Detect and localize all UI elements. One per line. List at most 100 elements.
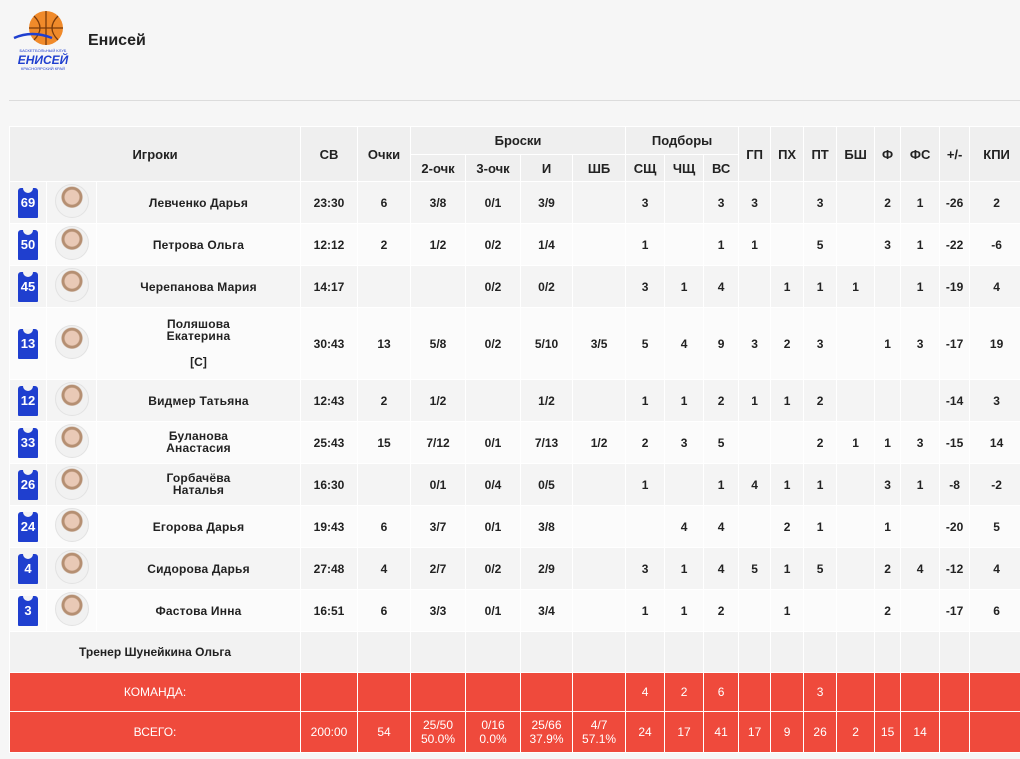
total-reb-off: 17 bbox=[664, 711, 705, 753]
photo-cell bbox=[46, 547, 97, 590]
svg-text:ЕНИСЕЙ: ЕНИСЕЙ bbox=[18, 51, 69, 67]
player-row[interactable]: 4 Сидорова Дарья 27:48 4 2/7 0/2 2/9 3 1 4 5 1 5 2 4 -1… bbox=[9, 547, 1020, 590]
stat-bsh bbox=[836, 379, 876, 422]
player-photo[interactable] bbox=[54, 184, 89, 218]
stat-gp bbox=[738, 589, 772, 632]
player-photo[interactable] bbox=[54, 466, 89, 500]
player-row[interactable]: 33 Буланова Анастасия 25:43 15 7/12 0/1 7/13 1/… bbox=[9, 421, 1020, 464]
jersey-cell: 26 bbox=[9, 463, 47, 506]
player-photo[interactable] bbox=[54, 424, 89, 458]
player-photo[interactable] bbox=[54, 550, 89, 584]
stat-reb-def: 2 bbox=[625, 421, 666, 464]
player-name-cell[interactable]: Видмер Татьяна bbox=[95, 379, 302, 422]
total-fg: 25/66 37.9% bbox=[520, 711, 574, 753]
stat-reb-off: 1 bbox=[664, 589, 705, 632]
col-sv[interactable]: СВ bbox=[300, 126, 359, 182]
col-players[interactable]: Игроки bbox=[8, 126, 302, 182]
team-row-label: КОМАНДА: bbox=[8, 672, 302, 712]
player-row[interactable]: 3 Фастова Инна 16:51 6 3/3 0/1 3/4 1 1 2 1 2 -17 6 bbox=[9, 589, 1020, 632]
player-photo[interactable] bbox=[54, 592, 89, 626]
player-photo[interactable] bbox=[54, 508, 89, 542]
col-gp[interactable]: ГП bbox=[738, 126, 772, 182]
player-name[interactable]: Левченко Дарья bbox=[148, 195, 249, 210]
player-name[interactable]: Петрова Ольга bbox=[152, 237, 245, 252]
col-pt[interactable]: ПТ bbox=[803, 126, 838, 182]
player-name-cell[interactable]: Горбачёва Наталья bbox=[95, 463, 302, 506]
stat-kpi: 3 bbox=[969, 379, 1020, 422]
player-row[interactable]: 13 Поляшова Екатерина [С] 30:43 13 5/8 0/2 5/10… bbox=[9, 307, 1020, 380]
player-name-cell[interactable]: Буланова Анастасия bbox=[95, 421, 302, 464]
stat-fouls: 2 bbox=[874, 589, 902, 632]
svg-text:БАСКЕТБОЛЬНЫЙ КЛУБ: БАСКЕТБОЛЬНЫЙ КЛУБ bbox=[20, 48, 67, 53]
col-bsh[interactable]: БШ bbox=[836, 126, 876, 182]
player-photo[interactable] bbox=[54, 226, 89, 260]
stat-plus-minus: -8 bbox=[939, 463, 971, 506]
stat-bsh bbox=[836, 463, 876, 506]
player-name-cell[interactable]: Сидорова Дарья bbox=[95, 547, 302, 590]
stat-two-pointers: 1/2 bbox=[410, 379, 467, 422]
team-pt: 3 bbox=[803, 672, 838, 712]
stat-fouls: 1 bbox=[874, 505, 902, 548]
col-two[interactable]: 2-очк bbox=[410, 154, 467, 182]
player-name-cell[interactable]: Фастова Инна bbox=[95, 589, 302, 632]
stat-fouls: 1 bbox=[874, 307, 902, 380]
player-name[interactable]: Поляшова Екатерина bbox=[166, 317, 231, 343]
col-reb-def[interactable]: СЩ bbox=[625, 154, 666, 182]
col-reb-off[interactable]: ЧЩ bbox=[664, 154, 705, 182]
player-name[interactable]: Буланова Анастасия bbox=[166, 429, 231, 455]
jersey-number-icon: 13 bbox=[18, 328, 38, 359]
col-plus-minus[interactable]: +/- bbox=[939, 126, 971, 182]
col-f[interactable]: Ф bbox=[874, 126, 902, 182]
col-kpi[interactable]: КПИ bbox=[969, 126, 1020, 182]
player-name[interactable]: Видмер Татьяна bbox=[148, 393, 249, 408]
jersey-number-icon: 33 bbox=[18, 427, 38, 458]
player-photo[interactable] bbox=[54, 268, 89, 302]
player-name[interactable]: Горбачёва Наталья bbox=[166, 471, 231, 497]
col-fs[interactable]: ФС bbox=[900, 126, 941, 182]
col-ft[interactable]: ШБ bbox=[572, 154, 627, 182]
stat-field-goals: 3/8 bbox=[520, 505, 574, 548]
player-photo[interactable] bbox=[54, 325, 89, 359]
photo-cell bbox=[46, 223, 97, 266]
player-row[interactable]: 12 Видмер Татьяна 12:43 2 1/2 1/2 1 1 2 1 1 2 -14 3 bbox=[9, 379, 1020, 422]
player-row[interactable]: 50 Петрова Ольга 12:12 2 1/2 0/2 1/4 1 1 1 5 3 1 -22-… bbox=[9, 223, 1020, 266]
photo-cell bbox=[46, 421, 97, 464]
stat-pt: 1 bbox=[803, 265, 838, 308]
total-min: 200:00 bbox=[300, 711, 359, 753]
player-name[interactable]: Егорова Дарья bbox=[152, 519, 245, 534]
player-name-cell[interactable]: Поляшова Екатерина [С] bbox=[95, 307, 302, 380]
stat-minutes: 27:48 bbox=[300, 547, 359, 590]
player-name[interactable]: Фастова Инна bbox=[155, 603, 242, 618]
player-name[interactable]: Сидорова Дарья bbox=[147, 561, 250, 576]
player-name-cell[interactable]: Черепанова Мария bbox=[95, 265, 302, 308]
col-reb-tot[interactable]: ВС bbox=[703, 154, 740, 182]
player-row[interactable]: 24 Егорова Дарья 19:43 6 3/7 0/1 3/8 4 4 2 1 1 -20 5 bbox=[9, 505, 1020, 548]
player-name-cell[interactable]: Егорова Дарья bbox=[95, 505, 302, 548]
stat-points bbox=[357, 265, 412, 308]
player-photo[interactable] bbox=[54, 382, 89, 416]
player-name[interactable]: Черепанова Мария bbox=[140, 279, 257, 294]
col-three[interactable]: 3-очк bbox=[465, 154, 522, 182]
stat-gp: 3 bbox=[738, 181, 772, 224]
stat-ph: 1 bbox=[770, 463, 805, 506]
stat-reb-def: 3 bbox=[625, 181, 666, 224]
stat-reb-off: 4 bbox=[664, 307, 705, 380]
stat-fouls-drawn: 3 bbox=[900, 307, 941, 380]
col-fg[interactable]: И bbox=[520, 154, 574, 182]
player-row[interactable]: 45 Черепанова Мария 14:17 0/2 0/2 3 1 4 1 1 1 1 -19 4 bbox=[9, 265, 1020, 308]
stat-points: 4 bbox=[357, 547, 412, 590]
player-name-cell[interactable]: Петрова Ольга bbox=[95, 223, 302, 266]
col-points[interactable]: Очки bbox=[357, 126, 412, 182]
stat-three-pointers: 0/2 bbox=[465, 307, 522, 380]
total-bsh: 2 bbox=[836, 711, 876, 753]
stat-reb-off: 1 bbox=[664, 379, 705, 422]
jersey-cell: 12 bbox=[9, 379, 47, 422]
stat-bsh bbox=[836, 547, 876, 590]
stat-three-pointers: 0/2 bbox=[465, 223, 522, 266]
team-header: БАСКЕТБОЛЬНЫЙ КЛУБ ЕНИСЕЙ КРАСНОЯРСКИЙ К… bbox=[0, 0, 1020, 101]
player-name-cell[interactable]: Левченко Дарья bbox=[95, 181, 302, 224]
col-ph[interactable]: ПХ bbox=[770, 126, 805, 182]
stat-reb-off bbox=[664, 223, 705, 266]
player-row[interactable]: 69 Левченко Дарья 23:30 6 3/8 0/1 3/9 3 3 3 3 2 1 -26… bbox=[9, 181, 1020, 224]
player-row[interactable]: 26 Горбачёва Наталья 16:30 0/1 0/4 0/5 1 1 4 1 1 3 1… bbox=[9, 463, 1020, 506]
